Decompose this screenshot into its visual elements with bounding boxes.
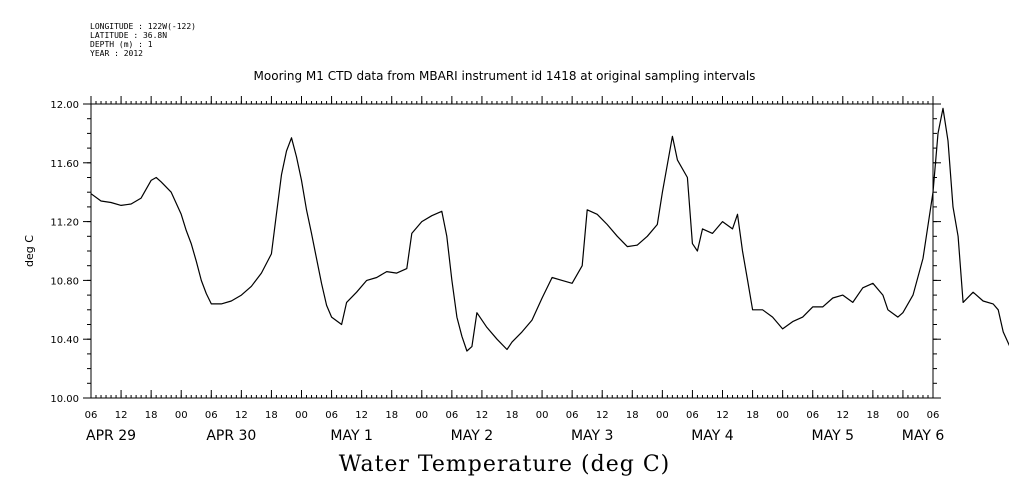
x-tick-label: 12 <box>235 410 248 421</box>
x-tick-label: 18 <box>506 410 519 421</box>
x-tick-label: 06 <box>85 410 98 421</box>
y-tick-label: 10.00 <box>50 394 79 405</box>
x-day-label: MAY 2 <box>451 428 493 444</box>
x-day-label: APR 30 <box>206 428 256 444</box>
x-tick-label: 12 <box>836 410 849 421</box>
x-tick-label: 18 <box>265 410 278 421</box>
x-tick-label: 18 <box>866 410 879 421</box>
x-tick-label: 12 <box>115 410 128 421</box>
x-tick-label: 00 <box>776 410 789 421</box>
x-tick-label: 12 <box>476 410 489 421</box>
y-tick-label: 12.00 <box>50 100 79 111</box>
x-tick-label: 12 <box>716 410 729 421</box>
x-tick-label: 18 <box>626 410 639 421</box>
chart-title: Mooring M1 CTD data from MBARI instrumen… <box>253 69 756 83</box>
x-tick-label: 18 <box>746 410 759 421</box>
x-tick-label: 00 <box>295 410 308 421</box>
x-tick-label: 18 <box>385 410 398 421</box>
x-tick-label: 06 <box>566 410 579 421</box>
x-tick-label: 06 <box>325 410 338 421</box>
x-day-label: APR 29 <box>86 428 136 444</box>
x-tick-label: 00 <box>536 410 549 421</box>
x-day-label: MAY 1 <box>330 428 372 444</box>
y-tick-label: 11.20 <box>50 218 79 229</box>
latitude-text: LATITUDE : 36.8N <box>90 31 168 40</box>
y-tick-label: 10.40 <box>50 335 79 346</box>
y-tick-label: 10.80 <box>50 276 79 287</box>
depth-text: DEPTH (m) : 1 <box>90 40 153 49</box>
x-tick-label: 00 <box>415 410 428 421</box>
dataset-metadata: LONGITUDE : 122W(-122) LATITUDE : 36.8N … <box>90 22 196 58</box>
temperature-series-line <box>90 107 1009 352</box>
plot-frame <box>90 103 934 399</box>
x-tick-label: 12 <box>596 410 609 421</box>
x-tick-label: 06 <box>686 410 699 421</box>
year-text: YEAR : 2012 <box>90 49 143 58</box>
x-day-label: MAY 4 <box>691 428 734 444</box>
x-axis-title: Water Temperature (deg C) <box>338 452 671 477</box>
longitude-text: LONGITUDE : 122W(-122) <box>90 22 196 31</box>
x-tick-label: 00 <box>897 410 910 421</box>
x-tick-label: 00 <box>656 410 669 421</box>
x-tick-label: 18 <box>145 410 158 421</box>
y-axis-label: deg C <box>23 235 36 267</box>
x-day-label: MAY 5 <box>812 428 854 444</box>
x-tick-label: 12 <box>355 410 368 421</box>
x-tick-label: 06 <box>806 410 819 421</box>
x-day-label: MAY 6 <box>902 428 945 444</box>
x-day-label: MAY 3 <box>571 428 613 444</box>
y-tick-label: 11.60 <box>50 159 79 170</box>
x-tick-label: 06 <box>205 410 218 421</box>
x-tick-label: 06 <box>927 410 940 421</box>
x-tick-label: 06 <box>445 410 458 421</box>
x-tick-label: 00 <box>175 410 188 421</box>
